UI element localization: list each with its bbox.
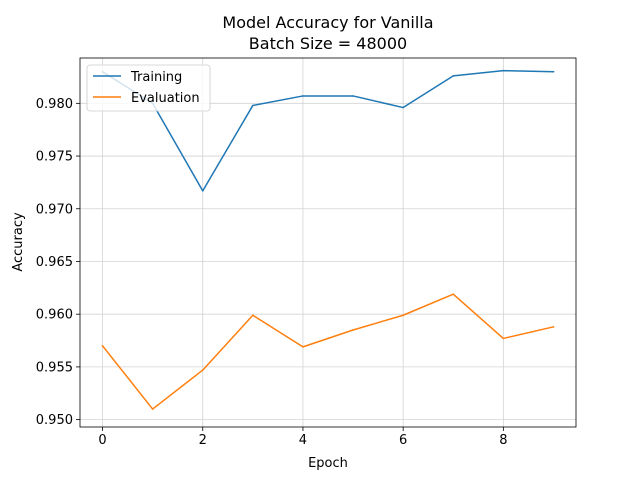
data-point-training bbox=[402, 106, 404, 109]
x-tick-label: 6 bbox=[399, 433, 407, 448]
data-point-training bbox=[201, 190, 204, 192]
data-point-training bbox=[552, 70, 555, 73]
grid-layer bbox=[80, 58, 576, 427]
data-point-evaluation bbox=[502, 337, 505, 340]
chart-subtitle: Batch Size = 48000 bbox=[249, 34, 407, 53]
ticks-layer: 0 2 4 6 8 0.950 0.955 0.960 0.965 0.970 0.975 0.980 bbox=[36, 97, 508, 448]
data-point-evaluation bbox=[352, 329, 354, 331]
x-tick-label: 8 bbox=[499, 433, 507, 448]
x-tick-label: 0 bbox=[98, 433, 106, 448]
x-tick-label: 2 bbox=[199, 433, 207, 448]
series-layer bbox=[101, 69, 555, 410]
data-point-training bbox=[302, 95, 304, 97]
data-point-evaluation bbox=[452, 293, 455, 295]
data-point-training bbox=[352, 95, 354, 97]
data-point-evaluation bbox=[552, 326, 555, 328]
legend: Training Evaluation bbox=[86, 64, 211, 112]
data-point-training bbox=[452, 75, 455, 77]
chart-title: Model Accuracy for Vanilla bbox=[222, 13, 433, 32]
legend-label-evaluation: Evaluation bbox=[131, 91, 200, 106]
data-point-training bbox=[252, 104, 254, 107]
y-tick-label: 0.955 bbox=[36, 360, 73, 375]
data-point-evaluation bbox=[101, 345, 104, 347]
data-point-evaluation bbox=[402, 314, 404, 316]
series-line-evaluation bbox=[101, 293, 555, 410]
y-tick-label: 0.970 bbox=[36, 202, 73, 217]
series-line-training bbox=[101, 69, 555, 192]
x-tick-label: 4 bbox=[299, 433, 307, 448]
y-axis-label: Accuracy bbox=[11, 212, 26, 272]
y-tick-label: 0.960 bbox=[36, 308, 73, 323]
data-point-evaluation bbox=[201, 369, 204, 371]
y-tick-label: 0.950 bbox=[36, 413, 73, 428]
data-point-evaluation bbox=[302, 346, 304, 348]
data-point-evaluation bbox=[252, 314, 254, 316]
data-point-evaluation bbox=[151, 408, 154, 410]
y-tick-label: 0.965 bbox=[36, 255, 73, 270]
legend-label-training: Training bbox=[130, 70, 182, 85]
y-tick-label: 0.975 bbox=[36, 150, 73, 165]
x-axis-label: Epoch bbox=[308, 456, 348, 471]
data-point-training bbox=[502, 69, 505, 72]
plot-area-frame bbox=[79, 57, 577, 428]
y-tick-label: 0.980 bbox=[36, 97, 73, 112]
